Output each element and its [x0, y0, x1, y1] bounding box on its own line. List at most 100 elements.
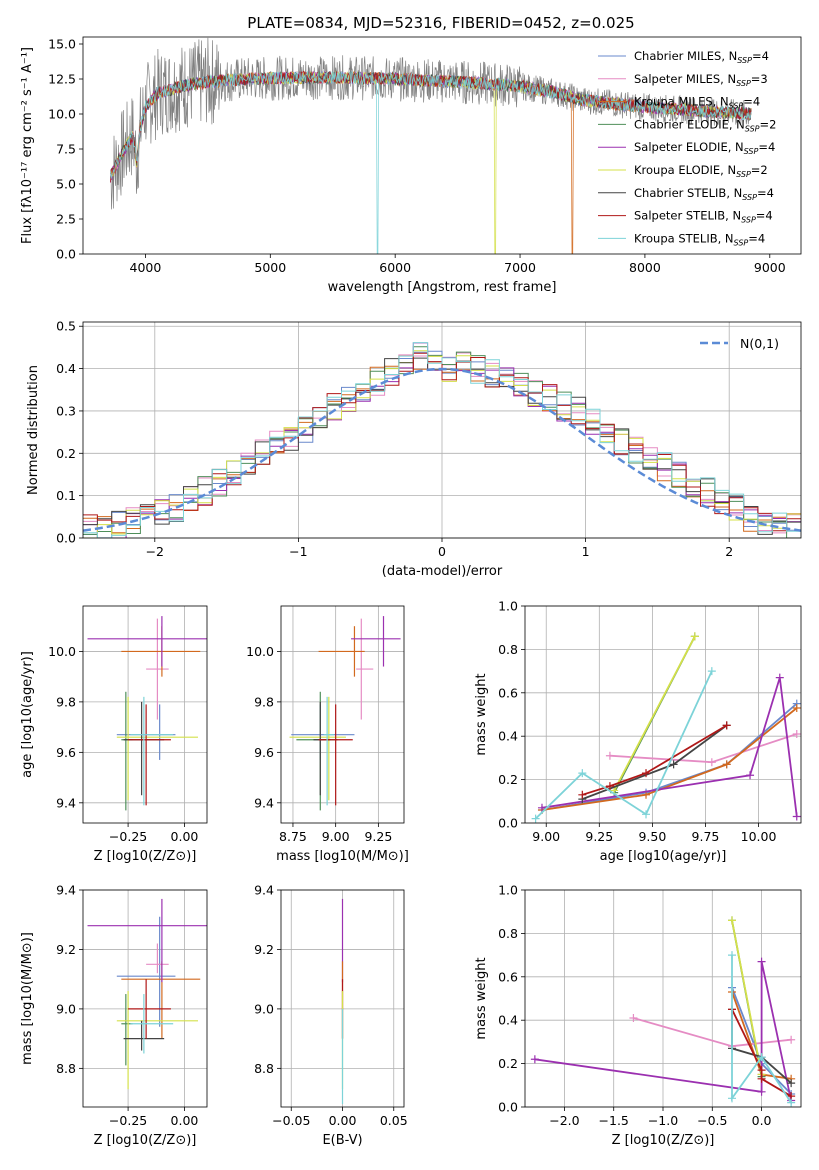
massweight_vs_age-point-marker: [775, 673, 784, 682]
massweight_vs_Z-point-marker: [757, 1053, 766, 1062]
massweight_vs_Z-point-marker: [787, 1098, 796, 1107]
spectrum-legend-entry: Salpeter ELODIE, NSSP=4: [634, 140, 775, 156]
massweight_vs_Z-point-marker: [629, 1014, 638, 1023]
massweight_vs_age-point-marker: [669, 760, 678, 769]
spectrum-ytick-label: 2.5: [56, 212, 76, 227]
mass_vs_ebv-ytick-label: 8.8: [254, 1061, 274, 1076]
mass_vs_ebv-frame: [280, 889, 405, 1108]
massweight_vs_age-point-marker: [531, 814, 540, 823]
massweight_vs_Z-point-marker: [757, 1087, 766, 1096]
massweight_vs_Z-ytick-label: 0.4: [498, 1013, 518, 1028]
age_vs_Z-xtick-label: −0.25: [109, 829, 147, 844]
massweight_vs_Z-point-marker: [530, 1055, 539, 1064]
figure-title: PLATE=0834, MJD=52316, FIBERID=0452, z=0…: [247, 14, 634, 32]
spectrum-frame: [82, 36, 802, 255]
age_vs_Z-ylabel: age [log10(age/yr)]: [20, 651, 35, 778]
spectrum-legend-entry: Chabrier STELIB, NSSP=4: [634, 186, 774, 202]
mass_vs_Z-ylabel: mass [log10(M/M⊙)]: [20, 932, 35, 1065]
massweight_vs_age-xtick-label: 10.00: [741, 829, 777, 844]
massweight_vs_Z-point-marker: [728, 916, 736, 925]
mass_vs_Z-ytick-label: 9.0: [56, 1001, 76, 1016]
massweight_vs_age-point-marker: [690, 632, 699, 641]
residuals-plot-area: [83, 342, 801, 538]
spectrum-legend-entry: Salpeter MILES, NSSP=3: [634, 72, 768, 88]
mass_vs_Z-xtick-label: 0.00: [171, 1113, 199, 1128]
mass_vs_Z-xlabel: Z [log10(Z/Z⊙)]: [94, 1133, 197, 1148]
massweight_vs_age-series-line: [541, 677, 798, 817]
age_vs_mass-xtick-label: 9.00: [322, 829, 350, 844]
spectrum-legend-entry: Salpeter STELIB, NSSP=4: [634, 209, 773, 225]
spectrum-ytick-label: 12.5: [48, 72, 76, 87]
spectrum-xtick-label: 4000: [130, 260, 162, 275]
age_vs_Z-panel: −0.25 0.00 9.4 9.6 9.8 10.0 Z [log10(Z/Z⊙)] age…: [20, 605, 208, 864]
residuals-legend-entry: N(0,1): [740, 336, 779, 351]
age_vs_mass-panel: 8.75 9.00 9.25 9.4 9.6 9.8 10.0 mass [log10(M/M…: [246, 605, 409, 864]
residuals-xlabel: (data-model)/error: [382, 564, 503, 579]
age_vs_mass-ytick-label: 10.0: [246, 644, 274, 659]
spectrum-xtick-label: 9000: [754, 260, 786, 275]
massweight_vs_Z-plot-area: [530, 916, 796, 1107]
residuals-ylabel: Normed distribution: [26, 365, 41, 495]
spectrum-panel: 4000 5000 6000 7000 8000 9000 0.0 2.5 5.0 7.5 10.0…: [20, 36, 802, 295]
spectrum-ytick-label: 5.0: [56, 177, 76, 192]
massweight_vs_Z-ytick-label: 0.0: [498, 1100, 518, 1115]
age_vs_Z-ytick-label: 10.0: [48, 644, 76, 659]
mass_vs_Z-xtick-label: −0.25: [109, 1113, 147, 1128]
mass_vs_ebv-ytick-label: 9.4: [254, 883, 274, 898]
age_vs_Z-plot-area: [87, 616, 207, 811]
massweight_vs_Z-series-line: [534, 961, 792, 1101]
spectrum-legend-entry: Kroupa STELIB, NSSP=4: [634, 231, 765, 247]
massweight_vs_Z-xtick-label: −1.0: [648, 1113, 678, 1128]
spectrum-xlabel: wavelength [Angstrom, rest frame]: [328, 280, 557, 295]
massweight_vs_age-plot-area: [531, 632, 801, 823]
massweight_vs_Z-xlabel: Z [log10(Z/Z⊙)]: [612, 1133, 715, 1148]
mass_vs_Z-panel: −0.25 0.00 8.8 9.0 9.2 9.4 Z [log10(Z/Z⊙)] mass…: [20, 883, 208, 1148]
spectrum-ylabel: Flux [fλ10⁻¹⁷ erg cm⁻² s⁻¹ A⁻¹]: [20, 47, 35, 244]
residuals-ytick-label: 0.4: [56, 361, 76, 376]
mass_vs_ebv-ytick-label: 9.2: [254, 942, 274, 957]
massweight_vs_age-point-marker: [605, 751, 614, 760]
massweight_vs_age-xlabel: age [log10(age/yr)]: [600, 849, 727, 864]
massweight_vs_age-point-marker: [642, 769, 651, 778]
age_vs_mass-frame: [280, 605, 405, 824]
massweight_vs_age-point-marker: [605, 782, 614, 791]
massweight_vs_age-series-line: [582, 724, 728, 796]
residuals-ytick-label: 0.2: [56, 446, 76, 461]
residual-histogram-step: [83, 342, 801, 538]
massweight_vs_Z-ytick-label: 0.6: [498, 969, 518, 984]
residuals-xtick-label: 0: [438, 544, 446, 559]
massweight_vs_age-frame: [524, 605, 802, 824]
normal-distribution-curve: [83, 367, 801, 532]
spectrum-legend-entry: Kroupa ELODIE, NSSP=2: [634, 163, 768, 179]
massweight_vs_Z-xtick-label: 0.0: [752, 1113, 772, 1128]
massweight_vs_age-ytick-label: 0.8: [498, 642, 518, 657]
mass_vs_ebv-xtick-label: −0.05: [272, 1113, 310, 1128]
residuals-panel: −2 −1 0 1 2 0.0 0.1 0.2 0.3 0.4 0.5 (data-model)/er…: [26, 319, 802, 579]
massweight_vs_age-panel: 9.00 9.25 9.50 9.75 10.00 0.0 0.2 0.4 0.6 0.8 1.0 a…: [474, 599, 802, 864]
massweight_vs_age-point-marker: [707, 667, 716, 676]
massweight_vs_age-xtick-label: 9.75: [692, 829, 720, 844]
massweight_vs_Z-series-line: [731, 920, 763, 1075]
residuals-xtick-label: 2: [725, 544, 733, 559]
age_vs_Z-xtick-label: 0.00: [171, 829, 199, 844]
mass_vs_Z-ytick-label: 8.8: [56, 1061, 76, 1076]
massweight_vs_Z-ylabel: mass weight: [474, 957, 489, 1039]
residuals-ytick-label: 0.5: [56, 319, 76, 334]
age_vs_mass-xtick-label: 8.75: [279, 829, 307, 844]
residuals-ytick-label: 0.0: [56, 531, 76, 546]
residual-histogram-step: [83, 352, 801, 532]
spectrum-ytick-label: 10.0: [48, 107, 76, 122]
mass_vs_Z-ytick-label: 9.4: [56, 883, 76, 898]
spectrum-xtick-label: 7000: [504, 260, 536, 275]
age_vs_mass-ytick-label: 9.6: [254, 745, 274, 760]
massweight_vs_age-ytick-label: 0.4: [498, 729, 518, 744]
age_vs_mass-ytick-label: 9.8: [254, 694, 274, 709]
massweight_vs_Z-series-line: [731, 955, 792, 1104]
residuals-ytick-label: 0.3: [56, 403, 76, 418]
massweight_vs_age-ytick-label: 0.6: [498, 685, 518, 700]
massweight_vs_Z-point-marker: [787, 1079, 796, 1088]
age_vs_mass-xlabel: mass [log10(M/M⊙)]: [276, 849, 409, 864]
mass_vs_ebv-xlabel: E(B-V): [322, 1133, 362, 1148]
mass_vs_ebv-xtick-label: 0.00: [329, 1113, 357, 1128]
